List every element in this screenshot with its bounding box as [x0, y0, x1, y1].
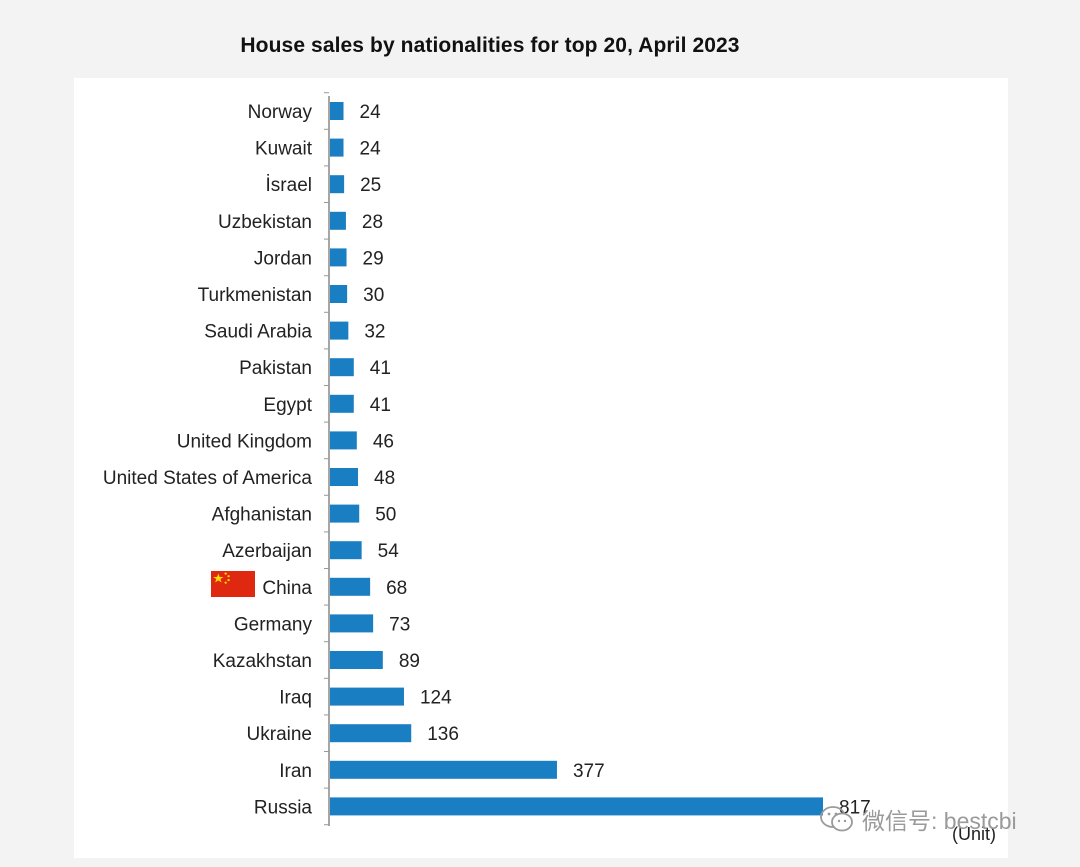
- chart-panel: [74, 78, 1008, 858]
- value-label: 68: [386, 578, 407, 599]
- bar-ukraine: [330, 724, 412, 743]
- value-label: 817: [839, 797, 871, 818]
- labels-group: Norway 24 Kuwait 24 İsrael 25 Uzbekistan 28 Jord…: [103, 102, 871, 818]
- value-label: 28: [362, 212, 383, 233]
- category-label: Norway: [248, 102, 313, 123]
- bar-norway: [330, 102, 344, 120]
- category-label: United States of America: [103, 468, 313, 489]
- category-label: İsrael: [266, 175, 312, 196]
- category-label: Germany: [234, 614, 313, 635]
- category-label: China: [262, 578, 312, 599]
- bar-united-states-of-america: [330, 468, 359, 486]
- value-label: 41: [370, 358, 391, 379]
- category-label: Azerbaijan: [222, 541, 312, 562]
- bar-azerbaijan: [330, 541, 362, 560]
- bar-i-srael: [330, 175, 345, 194]
- bar-uzbekistan: [330, 211, 346, 230]
- category-label: Uzbekistan: [218, 212, 312, 233]
- bar-pakistan: [330, 358, 354, 377]
- bar-russia: [330, 797, 823, 816]
- value-label: 136: [427, 724, 459, 745]
- category-label: Jordan: [254, 248, 312, 269]
- category-label: Kuwait: [255, 139, 313, 160]
- value-label: 29: [363, 248, 384, 269]
- unit-label: (Unit): [952, 824, 996, 844]
- value-label: 24: [360, 139, 382, 160]
- category-label: United Kingdom: [177, 431, 312, 452]
- value-label: 46: [373, 431, 394, 452]
- category-label: Iran: [279, 761, 312, 782]
- watermark-text: 微信号: bestcbi: [862, 808, 1017, 834]
- chart-title: House sales by nationalities for top 20,…: [240, 34, 740, 57]
- value-label: 30: [363, 285, 384, 306]
- value-label: 124: [420, 688, 452, 709]
- category-label: Egypt: [263, 395, 312, 416]
- bar-kuwait: [330, 138, 344, 157]
- value-label: 377: [573, 761, 605, 782]
- category-label: Ukraine: [247, 724, 312, 745]
- category-label: Pakistan: [239, 358, 312, 379]
- bar-iran: [330, 760, 557, 779]
- category-label: Kazakhstan: [213, 651, 312, 672]
- value-label: 54: [378, 541, 400, 562]
- value-label: 32: [364, 322, 385, 343]
- category-label: Afghanistan: [212, 505, 312, 526]
- bar-egypt: [330, 394, 354, 413]
- category-label: Iraq: [279, 688, 312, 709]
- bar-turkmenistan: [330, 285, 348, 303]
- bar-germany: [330, 614, 374, 633]
- bar-iraq: [330, 687, 404, 706]
- watermark: 微信号: bestcbi: [818, 804, 1017, 834]
- bar-saudi-arabia: [330, 321, 349, 340]
- bar-kazakhstan: [330, 651, 383, 669]
- value-label: 41: [370, 395, 391, 416]
- axis-group: [324, 92, 330, 826]
- bar-afghanistan: [330, 504, 360, 523]
- bar-jordan: [330, 248, 347, 267]
- value-label: 89: [399, 651, 420, 672]
- bars-group: [330, 102, 823, 816]
- bar-china: [330, 577, 371, 596]
- value-label: 50: [375, 505, 396, 526]
- value-label: 24: [360, 102, 382, 123]
- value-label: 73: [389, 614, 410, 635]
- category-label: Saudi Arabia: [204, 322, 312, 343]
- bar-united-kingdom: [330, 431, 357, 450]
- wechat-icon: [820, 806, 853, 832]
- category-label: Russia: [254, 797, 313, 818]
- china-flag-icon: [211, 571, 255, 597]
- value-label: 48: [374, 468, 395, 489]
- category-label: Turkmenistan: [198, 285, 312, 306]
- value-label: 25: [360, 175, 381, 196]
